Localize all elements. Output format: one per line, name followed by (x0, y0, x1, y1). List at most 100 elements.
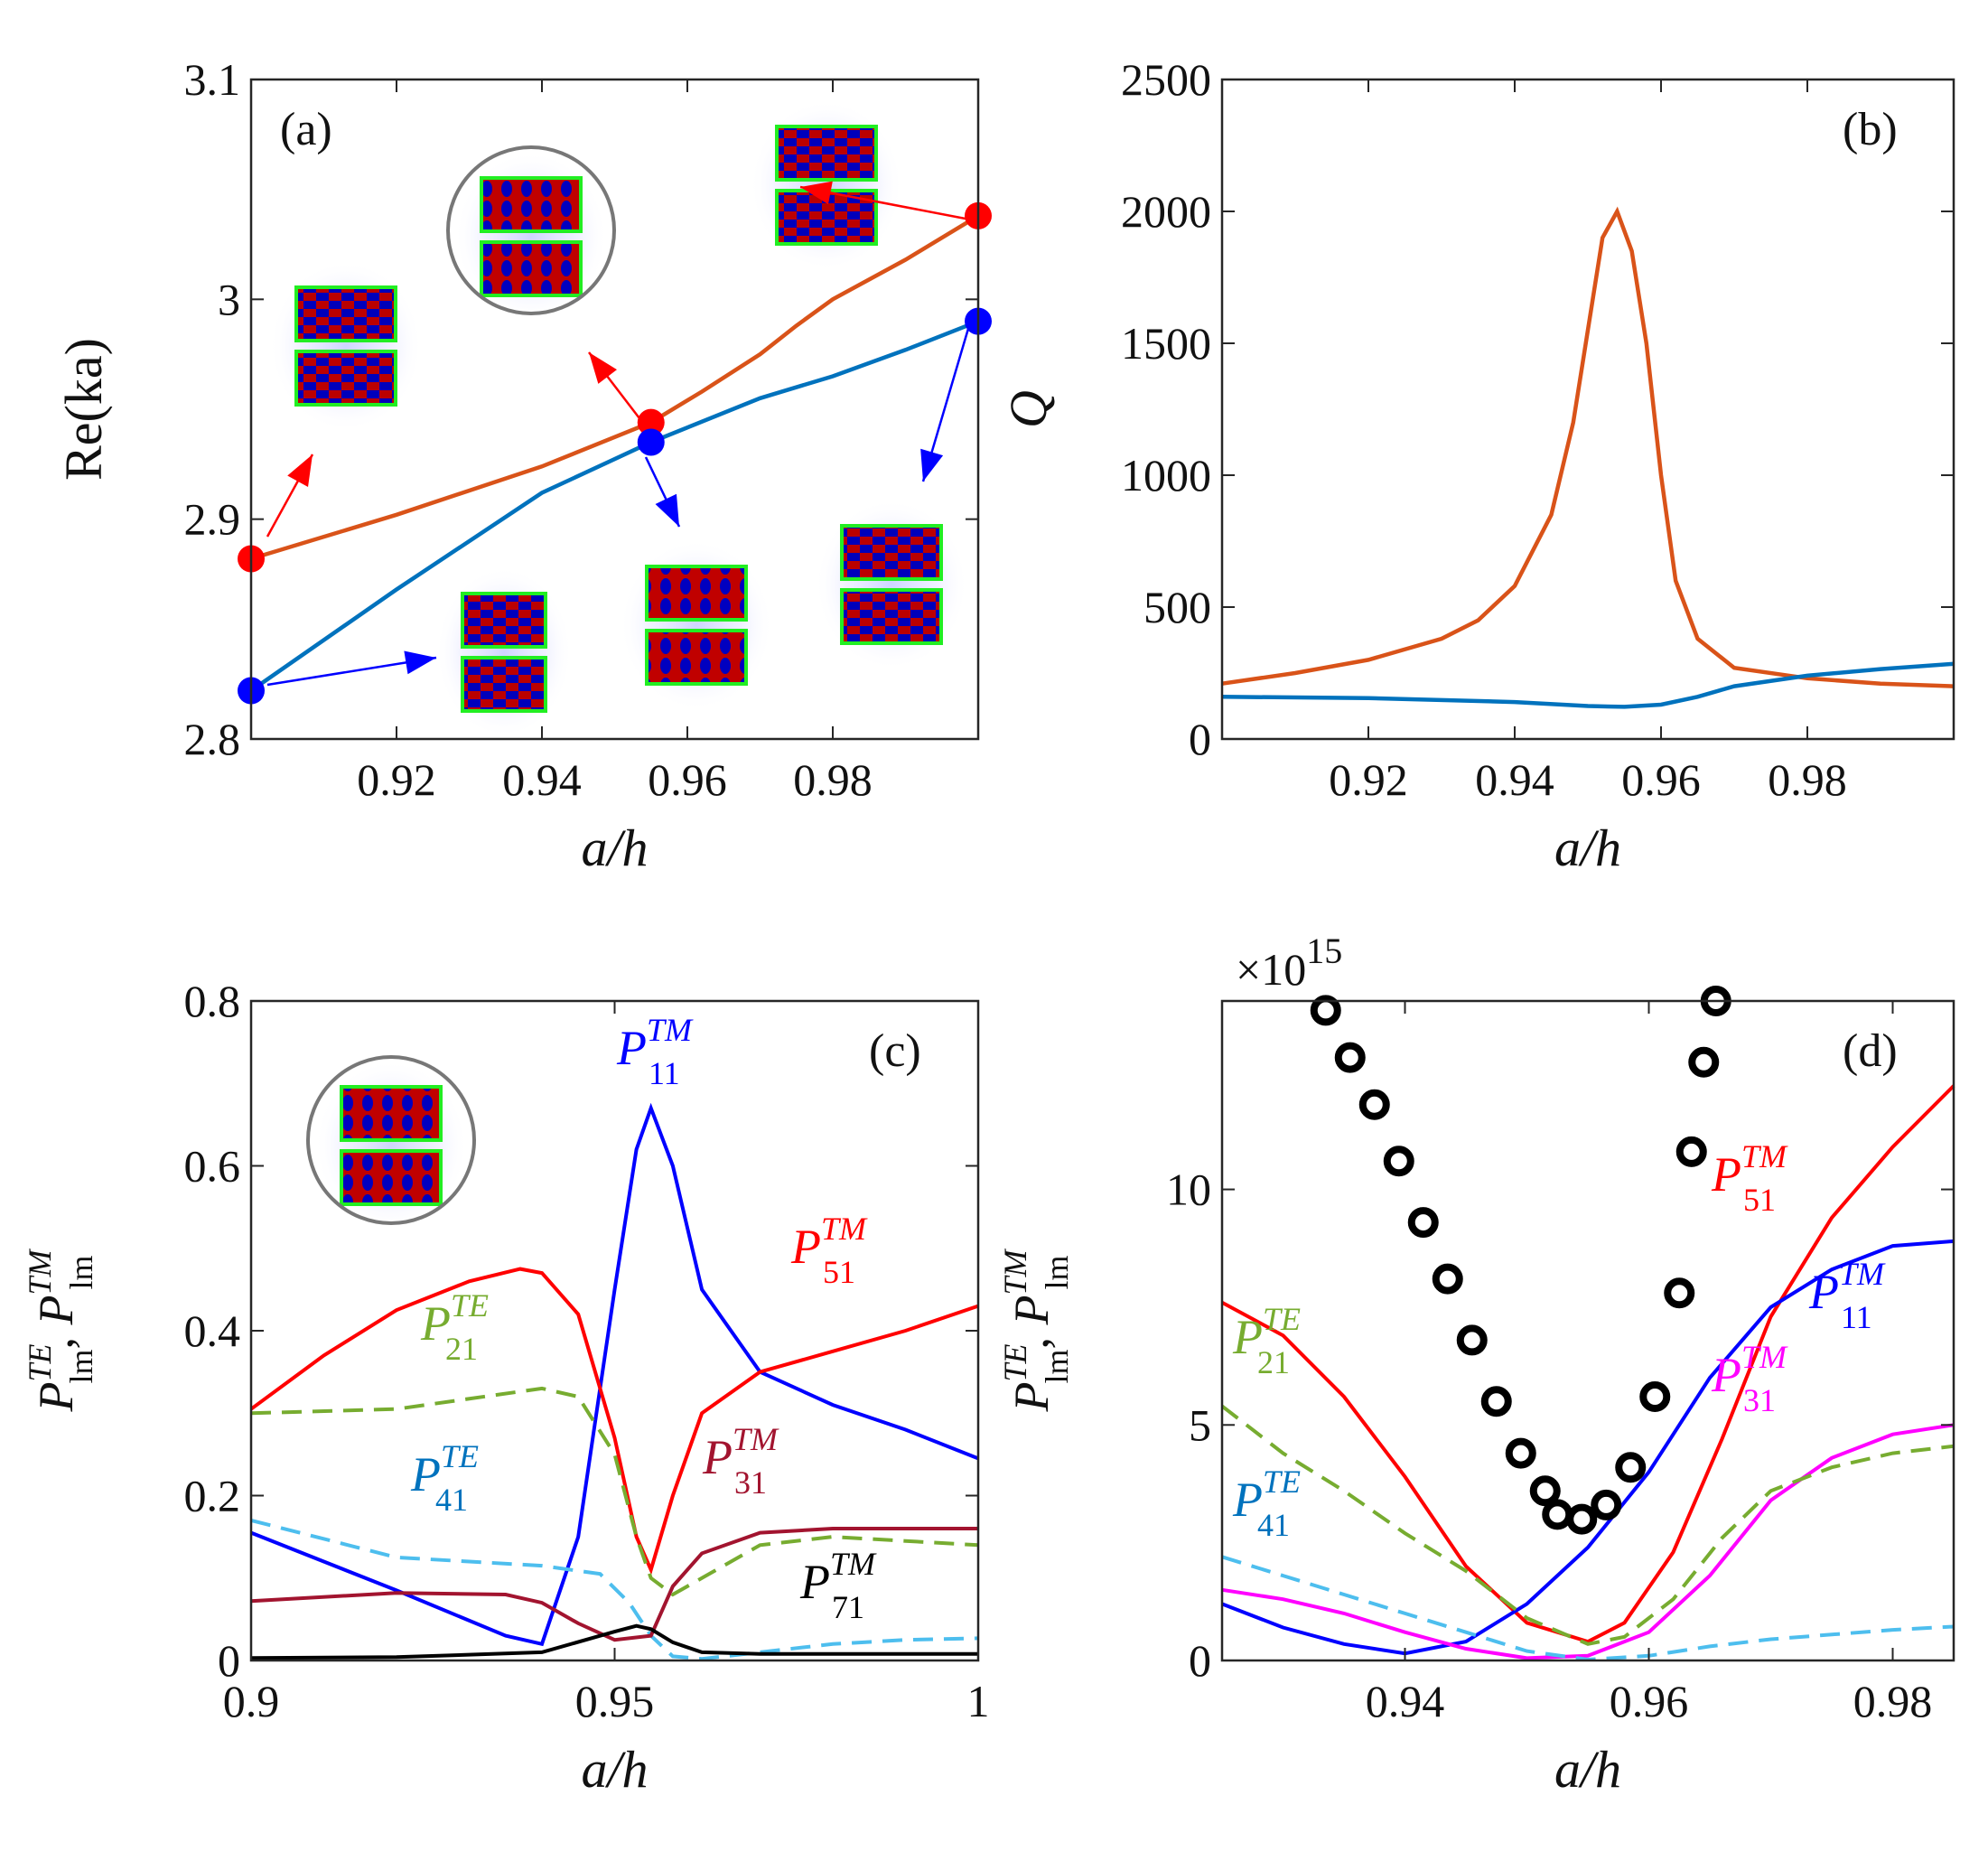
panel-c-label-p31-sup: TM (733, 1421, 779, 1457)
panel-d-circle-marker-6 (1456, 1324, 1488, 1356)
panel-d-ytick-label: 0 (1189, 1635, 1211, 1686)
inset-c1-bottom-rod (340, 1149, 443, 1206)
panel-c-label-p41-sub: 41 (435, 1482, 468, 1518)
panel-d-circle-marker-0 (1310, 995, 1341, 1026)
panel-c-ytick-label: 0 (218, 1635, 240, 1686)
panel-d-label-p31-sup: TM (1741, 1339, 1788, 1375)
panel-a-ytick-label: 3.1 (184, 54, 241, 105)
panel-d-circle-marker-16 (1675, 1136, 1707, 1167)
panel-d-circle-marker-14 (1639, 1381, 1671, 1412)
arrow-a4-head (404, 650, 436, 675)
panel-d-line-P21-TE (1220, 1404, 1955, 1646)
arrow-a2-head (589, 352, 617, 384)
panel-c-xlabel: a/h (581, 1740, 648, 1799)
panel-c-label-p21: PTE 21 (420, 1287, 489, 1367)
panel-c-label-p51-sup: TM (821, 1211, 868, 1247)
panel-d-ylabel-base1: P (1004, 1382, 1059, 1413)
panel-c-label-p31-base: P (702, 1430, 733, 1484)
panel-a-xtick-label: 0.92 (357, 754, 436, 805)
panel-d-series (1220, 1084, 1955, 1662)
panel-c-ytick-label: 0.6 (184, 1141, 241, 1192)
panel-a-xtick-label: 0.98 (793, 754, 873, 805)
inset-a1-top-rod (294, 285, 397, 342)
panel-d-label-p41-sup: TE (1263, 1464, 1301, 1500)
arrow-a6-head (920, 448, 944, 482)
panel-b-line-Q-upper (1221, 206, 1955, 688)
panel-d-exponent-base: ×10 (1236, 944, 1306, 995)
panel-d-circle-marker-7 (1480, 1386, 1512, 1417)
panel-b-axes: 0.92 0.94 0.96 0.98 0 500 1000 1500 2000 2500 a/h Q (999, 54, 1955, 877)
inset-a5-bottom-rod (645, 629, 748, 686)
panel-d-circle-marker-5 (1432, 1263, 1463, 1295)
panel-a-axes: 0.92 0.94 0.96 0.98 2.8 2.9 3 3.1 a/h Re(ka) (54, 54, 980, 877)
panel-c-line-P31-TM (250, 1527, 978, 1642)
panel-d-xtick-label: 0.94 (1366, 1676, 1445, 1726)
panel-d-circle-marker-3 (1383, 1146, 1414, 1177)
panel-d-ylabel-sub1: lm (1039, 1349, 1075, 1383)
panel-c-label-p21-base: P (420, 1296, 451, 1351)
panel-b-ytick-label: 2500 (1121, 54, 1211, 105)
panel-b-ytick-label: 1500 (1121, 318, 1211, 369)
panel-b-xlabel: a/h (1554, 818, 1621, 877)
panel-d-label-p21: PTE 21 (1232, 1301, 1301, 1380)
inset-a2-bottom-rod (480, 240, 583, 297)
inset-a2-top-rod (480, 176, 583, 233)
arrow-a5-head (655, 493, 679, 527)
panel-c-label-p51-sub: 51 (823, 1254, 855, 1290)
inset-c1-top-rod (340, 1085, 443, 1142)
panel-c-label-p41-sup: TE (441, 1438, 479, 1474)
panel-c-xtick-label: 0.9 (223, 1676, 280, 1726)
panel-d-label-p51-sub: 51 (1743, 1182, 1776, 1218)
panel-c-label-p71-base: P (799, 1555, 830, 1609)
panel-c-label-p11-sub: 11 (649, 1055, 680, 1091)
panel-b-axes-box (1220, 78, 1955, 741)
panel-d-circle-marker-12 (1591, 1489, 1622, 1520)
panel-a-line-upper (250, 213, 980, 561)
panel-d-ylabel-sup1: TE (997, 1344, 1033, 1382)
panel-a-mode-insets (269, 99, 968, 738)
panel-b: 0.92 0.94 0.96 0.98 0 500 1000 1500 2000 2500 a/h Q… (999, 54, 1955, 877)
panel-c-label-p71: PTM 71 (799, 1546, 877, 1625)
inset-c1-ring (306, 1055, 476, 1225)
panel-c-ytick-label: 0.2 (184, 1471, 241, 1521)
inset-a3-top-rod (775, 125, 878, 182)
panel-a-ytick-label: 2.8 (184, 714, 241, 764)
panel-d-ylabel-base2: P (1004, 1295, 1059, 1325)
panel-c-ylabel-sub1: lm (63, 1349, 99, 1383)
panel-c-label-p71-sup: TM (830, 1546, 877, 1582)
panel-a-arrows (266, 181, 972, 687)
panel-b-ytick-label: 1000 (1121, 450, 1211, 500)
panel-d-ytick-label: 10 (1166, 1165, 1211, 1215)
panel-d-line-P51-TM (1221, 1084, 1955, 1644)
panel-d-label-p21-sub: 21 (1257, 1344, 1290, 1380)
panel-b-xtick-label: 0.92 (1329, 754, 1408, 805)
panel-a-axes-box (249, 78, 980, 741)
panel-c-ylabel-sub2: lm (63, 1255, 99, 1289)
panel-c-label-p11-base: P (616, 1021, 647, 1075)
panel-d-label-p51-base: P (1711, 1147, 1741, 1202)
panel-d-label-p11: PTM 11 (1808, 1256, 1886, 1335)
panel-b-xtick-label: 0.94 (1475, 754, 1554, 805)
panel-c-label-p11-sup: TM (647, 1012, 694, 1048)
panel-c-line-P71-TM (250, 1623, 978, 1660)
panel-d-label: (d) (1843, 1025, 1898, 1077)
panel-d-label-p11-base: P (1808, 1265, 1839, 1319)
panel-c-xtick-label: 0.95 (575, 1676, 655, 1726)
panel-c-label-p51: PTM 51 (790, 1211, 868, 1290)
panel-d-ylabel-sep: , (1004, 1324, 1059, 1349)
inset-a6-top-rod (840, 524, 943, 581)
arrow-a1-head (287, 454, 313, 488)
panel-d-ylabel: PTE lm, PTM lm (997, 1248, 1075, 1412)
panel-d-label-p41-base: P (1232, 1473, 1263, 1527)
panel-d-xtick-label: 0.96 (1610, 1676, 1689, 1726)
panel-d-label-p31-base: P (1711, 1348, 1741, 1402)
panel-c-label-p71-sub: 71 (832, 1589, 864, 1625)
panel-a-ytick-label: 3 (218, 274, 240, 324)
panel-c-line-P51-TM (249, 1267, 979, 1576)
panel-d-line-P11-TM (1221, 1239, 1955, 1656)
panel-a-line-lower (249, 319, 979, 693)
